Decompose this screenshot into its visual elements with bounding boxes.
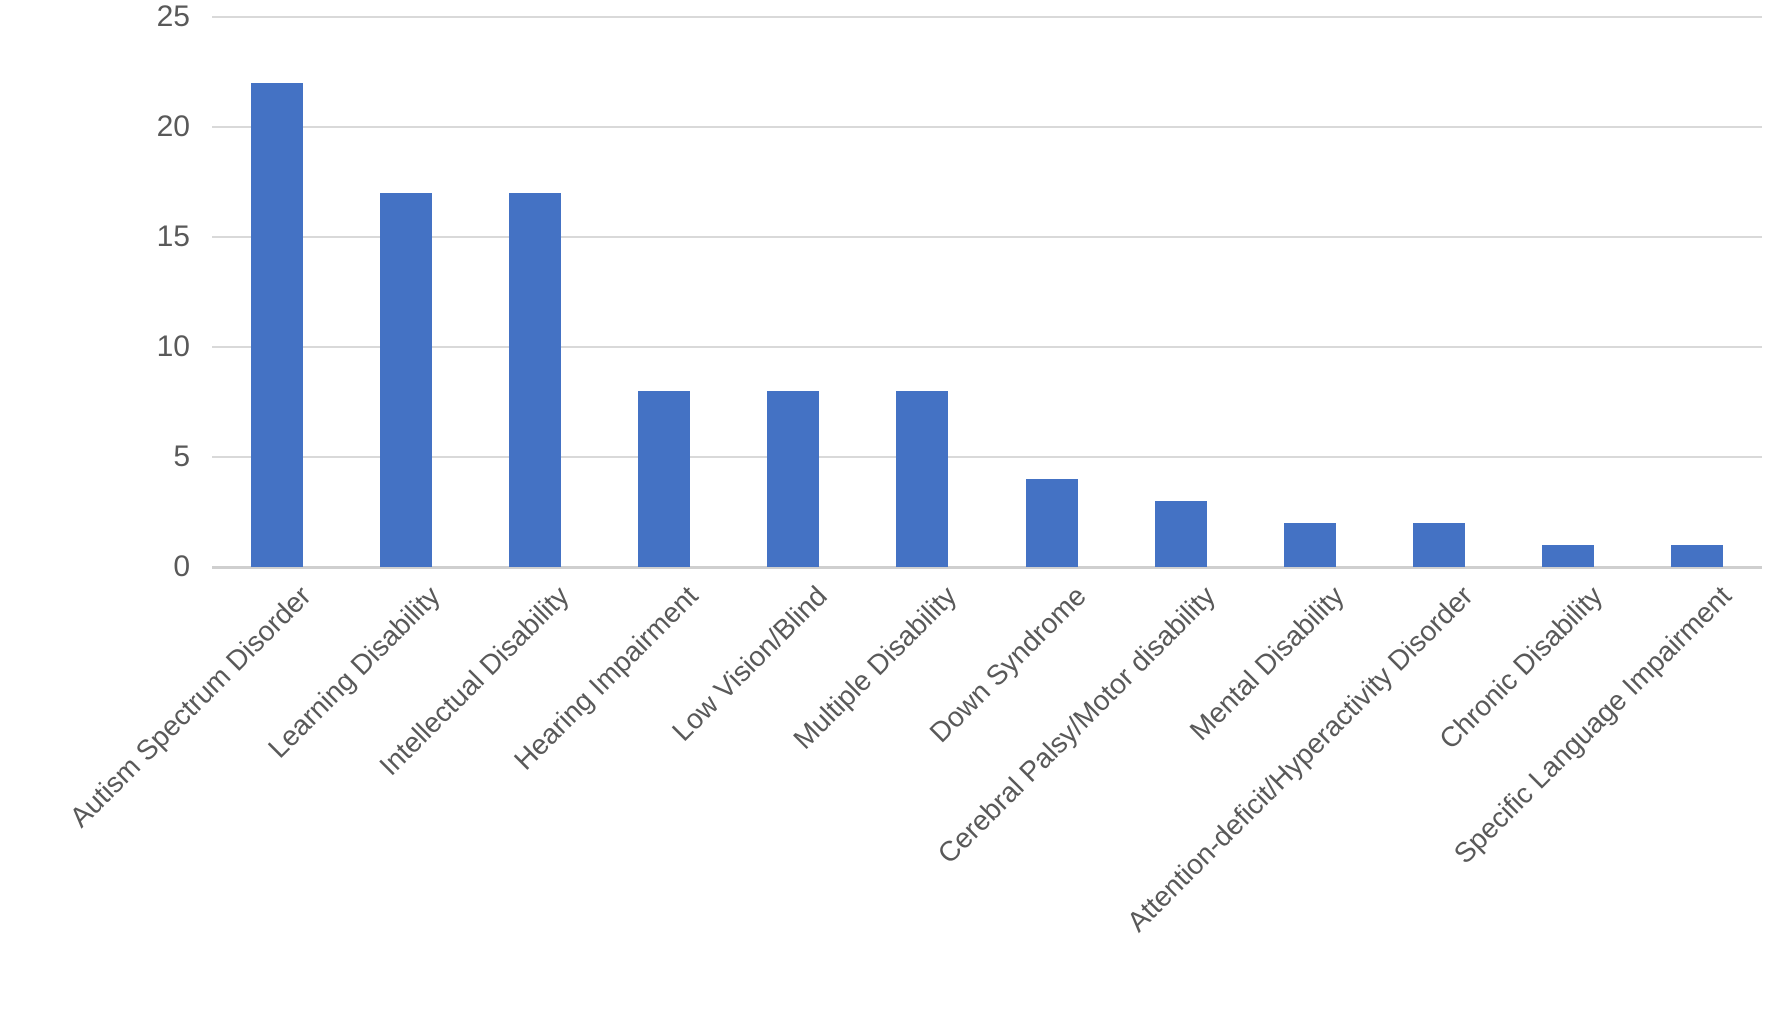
x-axis-line xyxy=(212,566,1762,569)
bar xyxy=(1025,479,1078,567)
gridline xyxy=(212,346,1762,348)
bar xyxy=(508,193,561,567)
y-tick-label: 10 xyxy=(156,330,190,363)
bar xyxy=(896,391,949,567)
bar xyxy=(250,83,303,567)
x-category-label: Specific Language Impairment xyxy=(1447,580,1738,870)
gridline xyxy=(212,126,1762,128)
bar xyxy=(1413,523,1466,567)
x-category-label: Autism Spectrum Disorder xyxy=(63,580,317,833)
x-category-label: Cerebral Palsy/Motor disability xyxy=(931,580,1221,870)
bar xyxy=(1154,501,1207,567)
gridline xyxy=(212,236,1762,238)
bar xyxy=(1283,523,1336,567)
bar xyxy=(1671,545,1724,567)
y-tick-label: 20 xyxy=(156,110,190,143)
y-tick-label: 25 xyxy=(156,0,190,33)
bar xyxy=(1542,545,1595,567)
y-tick-label: 0 xyxy=(173,550,190,583)
y-tick-label: 5 xyxy=(173,440,190,473)
bar xyxy=(379,193,432,567)
gridline xyxy=(212,16,1762,18)
bar xyxy=(767,391,820,567)
gridline xyxy=(212,456,1762,458)
bar xyxy=(638,391,691,567)
y-tick-label: 15 xyxy=(156,220,190,253)
